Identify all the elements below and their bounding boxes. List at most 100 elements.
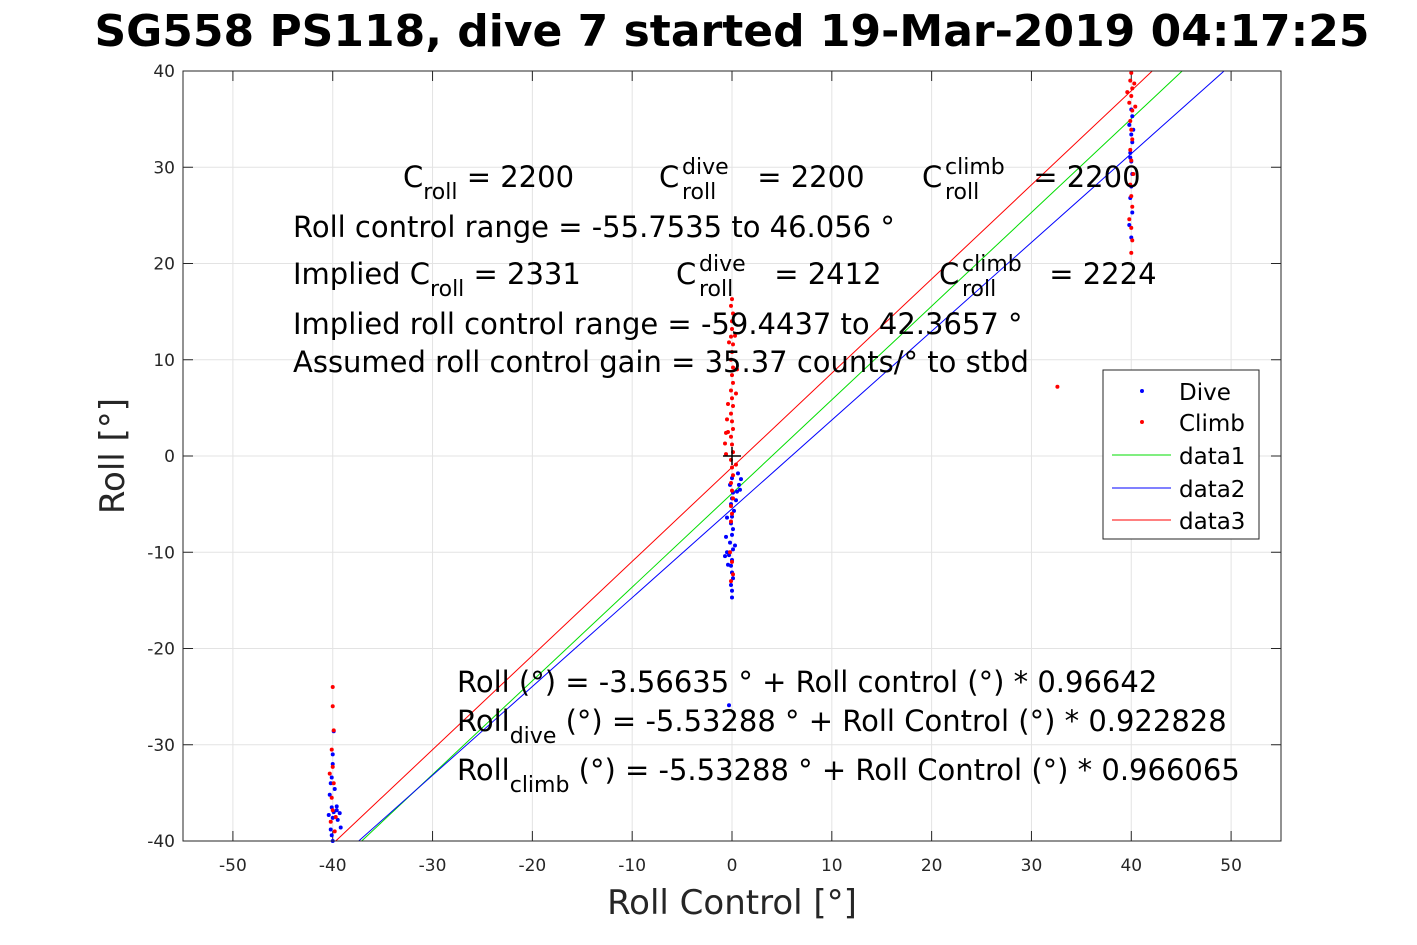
point-climb — [1130, 86, 1135, 91]
point-climb — [729, 303, 734, 308]
point-climb — [729, 504, 734, 509]
point-climb — [730, 319, 734, 324]
fit-lines — [335, 70, 1225, 842]
point-dive — [338, 825, 343, 830]
point-climb — [1125, 90, 1130, 95]
x-tick-label: 10 — [821, 856, 843, 876]
point-climb — [730, 365, 735, 370]
point-climb — [730, 350, 734, 355]
y-tick-label: 40 — [153, 62, 175, 82]
point-climb — [1133, 104, 1138, 109]
point-climb — [730, 442, 734, 447]
annotation-line1-climb: C = 2200 — [922, 160, 1141, 194]
fit-line-data1 — [361, 70, 1183, 842]
point-dive — [732, 543, 737, 548]
plot-frame — [182, 70, 1282, 842]
legend-marker-climb — [1140, 420, 1144, 424]
point-dive — [730, 532, 734, 537]
point-climb — [728, 550, 733, 555]
y-tick-label: -40 — [147, 832, 175, 852]
point-climb — [730, 427, 735, 432]
annotation-line1-climb-sub: roll — [945, 180, 979, 205]
origin-marker — [723, 447, 741, 465]
point-climb — [730, 473, 735, 478]
x-tick-label: 40 — [1120, 856, 1142, 876]
x-axis-ticks: -50 -40 -30 -20 -10 0 10 20 30 40 50 — [219, 71, 1242, 876]
point-climb — [1129, 70, 1134, 75]
annotation-line3-dive-sub: roll — [699, 277, 733, 302]
point-dive — [730, 527, 735, 532]
point-climb — [1129, 158, 1134, 163]
point-dive — [337, 811, 342, 816]
point-climb — [729, 579, 734, 584]
data-points — [326, 70, 1138, 843]
annotation-fit2: Rolldive (°) = -5.53288 ° + Roll Control… — [457, 704, 1227, 749]
point-dive — [326, 813, 331, 818]
point-dive — [1130, 140, 1135, 145]
legend-label-climb: Climb — [1179, 411, 1245, 437]
point-climb — [730, 326, 734, 331]
fit-line-data3 — [335, 70, 1153, 842]
point-climb — [726, 429, 731, 434]
point-climb — [730, 403, 735, 408]
point-climb — [734, 367, 739, 372]
x-tick-label: -40 — [319, 856, 347, 876]
point-dive — [730, 588, 734, 593]
annotation-line3-climb-sup: climb — [962, 252, 1022, 277]
point-climb — [1130, 238, 1135, 243]
point-climb — [330, 764, 335, 769]
point-dive — [1130, 114, 1135, 119]
point-dive — [1127, 223, 1132, 227]
x-tick-label: -20 — [518, 856, 546, 876]
legend-label-data2: data2 — [1179, 477, 1245, 503]
point-climb — [725, 417, 730, 422]
x-tick-label: -50 — [219, 856, 247, 876]
point-climb — [1128, 78, 1133, 83]
point-dive — [731, 508, 736, 513]
point-climb — [1129, 127, 1134, 132]
point-dive — [736, 482, 741, 487]
point-dive — [1129, 132, 1134, 137]
point-climb — [729, 480, 734, 485]
point-dive — [735, 471, 740, 476]
point-dive — [332, 787, 337, 792]
point-climb — [730, 511, 734, 516]
annotations: Croll = 2200 C = 2200 dive roll C = 2200… — [293, 155, 1240, 798]
point-climb — [329, 747, 334, 752]
point-climb — [730, 488, 734, 493]
point-dive — [738, 477, 743, 482]
point-dive — [1127, 122, 1132, 127]
point-dive — [334, 808, 339, 813]
annotation-line3-dive: C = 2412 — [676, 257, 882, 291]
x-tick-label: 20 — [921, 856, 943, 876]
point-climb — [1130, 204, 1135, 209]
point-dive — [737, 487, 742, 492]
legend: Dive Climb data1 data2 data3 — [1102, 369, 1260, 540]
legend-label-data1: data1 — [1179, 444, 1245, 470]
x-tick-label: 50 — [1220, 856, 1242, 876]
point-dive — [730, 595, 734, 600]
point-dive — [330, 762, 335, 766]
y-tick-label: -30 — [147, 736, 175, 756]
point-climb — [730, 465, 734, 470]
point-climb — [730, 380, 735, 385]
point-climb — [1132, 81, 1137, 86]
point-climb — [331, 781, 336, 786]
annotation-line1-climb-sup: climb — [945, 155, 1005, 180]
annotation-line1-dive: C = 2200 — [659, 160, 865, 194]
point-climb — [330, 704, 335, 709]
fit-line-data2 — [358, 70, 1225, 842]
point-climb — [733, 462, 738, 467]
point-climb — [729, 434, 734, 439]
y-tick-label: -20 — [147, 640, 175, 660]
point-dive — [1128, 150, 1133, 155]
point-dive — [729, 582, 734, 587]
point-climb — [730, 342, 735, 347]
x-tick-label: 0 — [727, 856, 738, 876]
y-tick-label: 30 — [153, 158, 175, 178]
x-axis-label: Roll Control [°] — [607, 883, 857, 923]
point-climb — [1130, 108, 1135, 113]
annotation-line3: Implied Croll = 2331 — [293, 257, 581, 302]
point-climb — [332, 829, 337, 834]
point-dive — [727, 703, 732, 708]
